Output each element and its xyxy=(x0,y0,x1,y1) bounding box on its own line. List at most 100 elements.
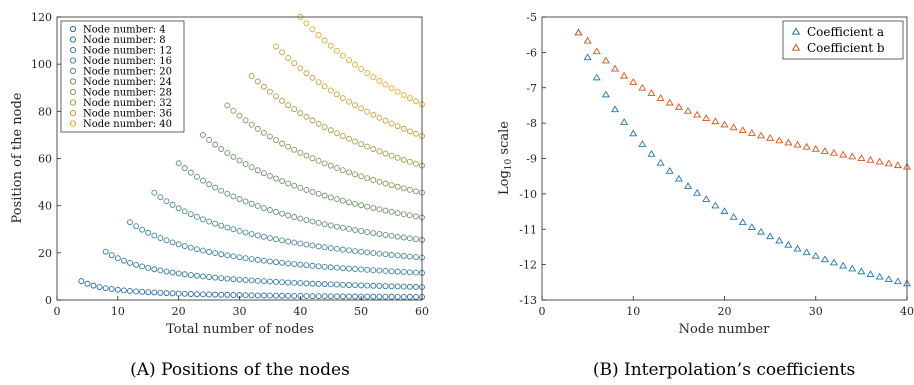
chart-b-ylabel-sub: 10 xyxy=(504,158,514,170)
chart-a-point xyxy=(352,227,359,233)
chart-a-legend-label: Node number: 36 xyxy=(83,109,172,120)
chart-a-point xyxy=(370,205,377,211)
chart-a-point xyxy=(309,293,316,300)
chart-a-legend-box xyxy=(60,20,185,133)
chart-a-point xyxy=(364,249,371,256)
chart-a-point xyxy=(236,228,243,234)
chart-a-point xyxy=(406,235,413,242)
chart-a-point xyxy=(163,268,170,275)
chart-a-point xyxy=(339,246,346,253)
chart-a-point xyxy=(352,293,359,300)
chart-b-point-a xyxy=(775,236,784,244)
chart-positions: 0 10 20 30 40 50 60 0 20 40 60 80 100 120 Total numb… xyxy=(10,11,429,337)
chart-a-point xyxy=(297,65,304,72)
chart-b-ytick-label: -13 xyxy=(519,294,537,307)
chart-a-point xyxy=(206,136,213,143)
chart-a-point xyxy=(279,210,286,217)
chart-b-point-b xyxy=(665,98,674,106)
chart-a-point xyxy=(242,117,249,124)
chart-a-legend-marker xyxy=(69,109,77,117)
chart-a-point xyxy=(412,254,419,260)
chart-a-point xyxy=(394,233,401,240)
chart-a-point xyxy=(333,293,340,300)
chart-a-point xyxy=(248,277,255,284)
chart-b-point-a xyxy=(620,118,629,125)
chart-a-point xyxy=(291,214,298,220)
chart-a-point xyxy=(212,220,219,227)
chart-a-point xyxy=(327,264,334,271)
chart-b-point-b xyxy=(583,36,592,44)
chart-a-point xyxy=(333,91,340,98)
chart-b-point-b xyxy=(775,136,784,144)
chart-a-point xyxy=(315,32,322,38)
chart-b-ytick-label: -7 xyxy=(526,82,537,95)
chart-a-point xyxy=(175,270,182,277)
chart-a-point xyxy=(169,290,176,297)
chart-a-point xyxy=(412,188,419,195)
chart-a-point xyxy=(236,276,243,283)
chart-a-point xyxy=(376,77,383,84)
chart-a-point xyxy=(230,276,237,283)
chart-a-point xyxy=(181,290,188,297)
chart-a-point xyxy=(388,293,395,300)
chart-a-point xyxy=(169,201,176,208)
chart-a-point xyxy=(169,239,176,246)
chart-a-point xyxy=(163,290,170,297)
chart-b-ytick-label: -10 xyxy=(519,188,537,201)
chart-a-point xyxy=(388,85,395,92)
chart-a-point xyxy=(224,190,231,197)
chart-a-point xyxy=(333,245,340,252)
chart-a-point xyxy=(285,54,292,61)
chart-a-point xyxy=(285,279,292,286)
chart-a-point xyxy=(315,293,322,300)
chart-a-point xyxy=(127,219,133,226)
chart-a-point xyxy=(303,293,310,299)
chart-a-point xyxy=(400,125,407,132)
chart-a-point xyxy=(212,250,219,257)
chart-a-point xyxy=(315,243,322,250)
chart-b-point-b xyxy=(647,89,656,96)
chart-a-point xyxy=(327,162,334,169)
chart-b-point-b xyxy=(638,83,647,91)
chart-b-point-b xyxy=(601,56,610,64)
chart-a-ytick-label: 100 xyxy=(31,58,52,71)
chart-b-point-b xyxy=(784,138,793,146)
chart-a-point xyxy=(376,282,383,289)
chart-a-point xyxy=(224,150,231,157)
chart-a-point xyxy=(181,165,188,172)
chart-a-point xyxy=(273,278,279,285)
chart-b-point-b xyxy=(857,154,866,161)
chart-a-point xyxy=(297,215,304,222)
chart-b-point-a xyxy=(820,255,829,263)
chart-a-point xyxy=(279,178,286,184)
chart-a-point xyxy=(236,112,243,119)
chart-a-point xyxy=(254,232,261,239)
chart-a-point xyxy=(406,95,413,102)
chart-a-point xyxy=(327,293,334,300)
chart-a-legend-label: Node number: 28 xyxy=(83,88,172,99)
chart-b-point-b xyxy=(884,159,893,167)
chart-b-point-b xyxy=(674,102,683,110)
chart-a-point xyxy=(260,129,267,136)
chart-a-point xyxy=(303,186,310,193)
chart-a-point xyxy=(400,185,407,192)
chart-a-point xyxy=(406,283,413,290)
chart-b-ytick-label: -6 xyxy=(526,46,537,59)
chart-a-point xyxy=(352,171,359,178)
chart-a-point xyxy=(285,212,292,219)
chart-b-point-b xyxy=(693,110,702,118)
chart-a-point xyxy=(291,146,298,153)
chart-a-ytick-label: 20 xyxy=(38,247,52,260)
chart-a-point xyxy=(346,265,352,272)
chart-a-point xyxy=(108,252,115,259)
chart-a-point xyxy=(364,175,371,182)
chart-a-legend-label: Node number: 8 xyxy=(83,35,166,46)
chart-a-point xyxy=(339,281,346,288)
chart-a-point xyxy=(352,102,359,109)
chart-a-point xyxy=(339,265,346,272)
chart-a-point xyxy=(260,83,267,90)
chart-b-point-a xyxy=(656,158,665,166)
chart-a-point xyxy=(327,245,334,252)
chart-a-point xyxy=(139,263,146,270)
